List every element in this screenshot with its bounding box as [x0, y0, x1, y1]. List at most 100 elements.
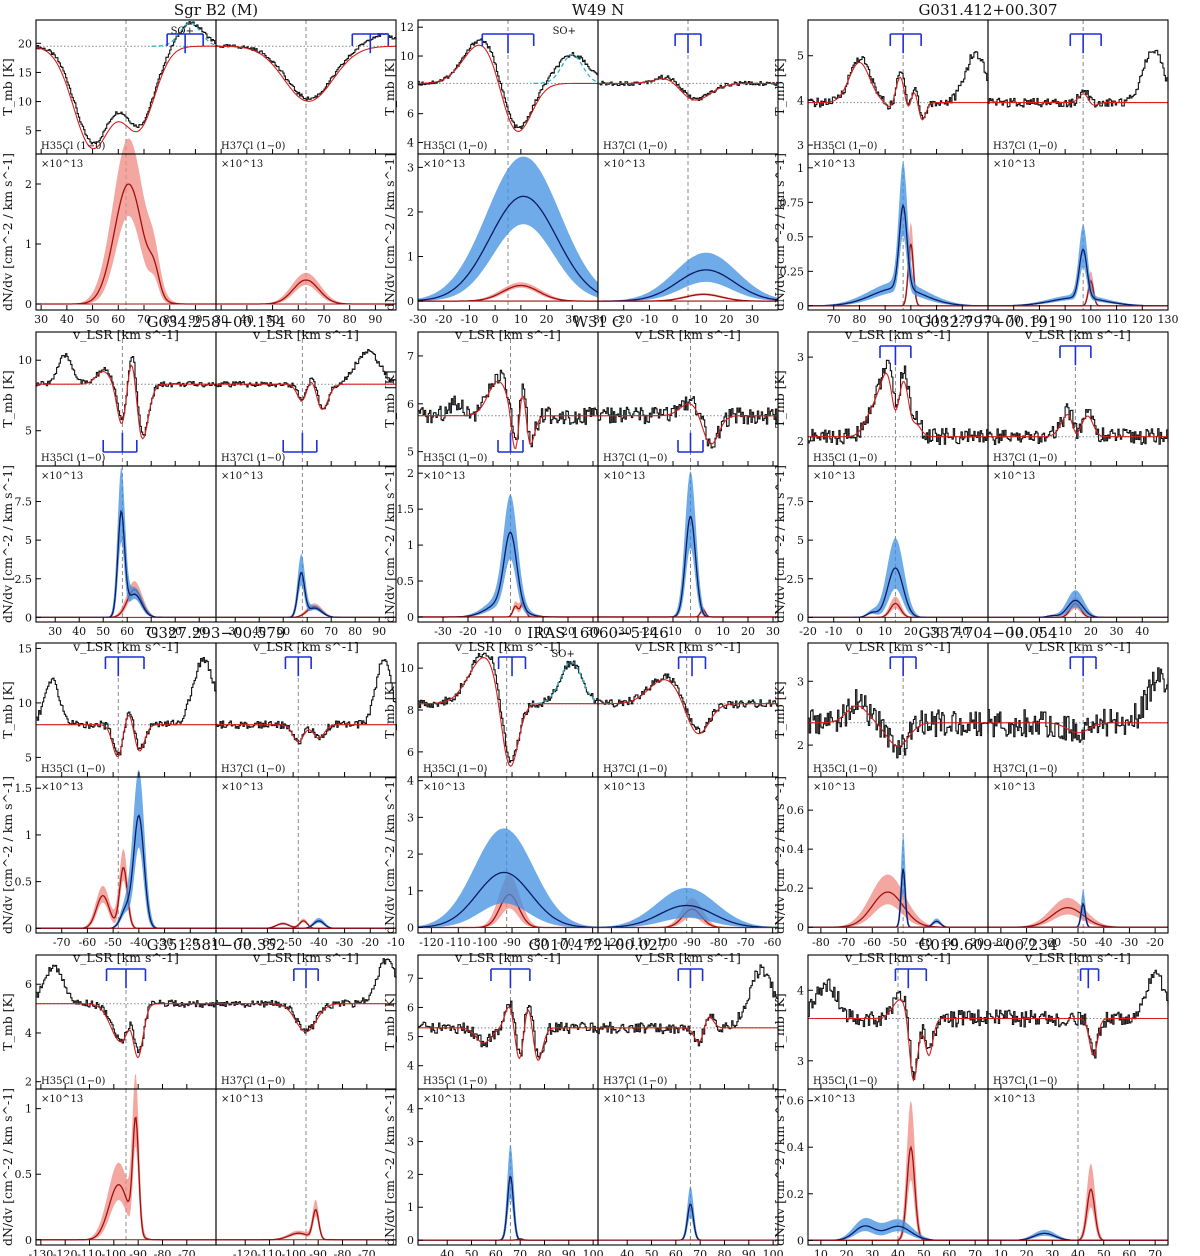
x-axis-label: v_LSR [km s^-1]: [72, 327, 179, 342]
x-tick-label: -80: [992, 936, 1010, 949]
x-axis-label: v_LSR [km s^-1]: [454, 950, 561, 965]
x-tick-label: 100: [583, 1248, 604, 1256]
y-tick-label: 0: [25, 611, 32, 624]
so-plus-model: [533, 53, 598, 85]
blue-distribution-band: [418, 828, 598, 928]
x-tick-label: 30: [228, 625, 242, 638]
x-tick-label: -10: [664, 625, 682, 638]
x-tick-label: -40: [310, 936, 328, 949]
subpanel-h37cl: H37Cl (1−0) ×10^13 -120 -110 -100 -90 -80 -70 -6…: [597, 642, 781, 965]
blue-distribution-band: [598, 887, 778, 928]
x-tick-label: 70: [1148, 1248, 1162, 1256]
blue-distribution-line: [417, 195, 599, 302]
red-distribution-line: [216, 605, 396, 619]
y-axis-label-top: T_mb [K]: [0, 58, 15, 116]
model-spectrum: [808, 61, 988, 121]
x-axis-label: v_LSR [km s^-1]: [844, 327, 951, 342]
panel-8: G337.704−00.054 H35Cl (1−0) ×10^13 -80 -70 -6…: [772, 624, 1169, 965]
y-axis-label-bottom: dN/dv [cm^-2 / km s^-1]: [772, 776, 787, 934]
x-tick-label: -30: [1121, 936, 1139, 949]
x-tick-label: 80: [1032, 313, 1046, 326]
subpanel-h37cl: H37Cl (1−0)×10^13-10 0 10 20 30 40v_LSR [km s…: [987, 331, 1169, 654]
blue-distribution-band: [216, 554, 396, 618]
spectrum-frame: [417, 954, 599, 1090]
y-tick-label: 1: [407, 539, 414, 552]
y-tick-label: 0: [407, 921, 414, 934]
x-tick-label: -50: [284, 936, 302, 949]
x-tick-label: -40: [130, 936, 148, 949]
x-tick-label: -120: [233, 1248, 258, 1256]
velocity-marker: [894, 968, 928, 989]
x-tick-label: 80: [343, 313, 357, 326]
molecule-label: H37Cl (1−0): [993, 1076, 1057, 1087]
x-tick-label: 60: [291, 313, 305, 326]
y-tick-label: 7.5: [787, 496, 805, 509]
velocity-marker: [282, 432, 318, 453]
x-tick-label: -30: [434, 625, 452, 638]
x-tick-label: 90: [1058, 313, 1072, 326]
y-tick-label: 0.25: [780, 265, 805, 278]
blue-distribution-line: [808, 203, 988, 307]
y-tick-label: 0.2: [787, 882, 805, 895]
y-tick-label: 2: [25, 178, 32, 191]
x-tick-label: 80: [852, 313, 866, 326]
velocity-marker: [104, 656, 145, 677]
scale-label: ×10^13: [221, 471, 263, 482]
x-tick-label: 90: [188, 313, 202, 326]
subpanel-h37cl: H37Cl (1−0)×10^13-70 -60 -50 -40 -30 -20 -10v_…: [215, 642, 405, 965]
y-tick-label: 5: [25, 125, 32, 138]
scale-label: ×10^13: [603, 1094, 645, 1105]
red-distribution-band: [216, 918, 396, 929]
x-tick-label: 0: [515, 625, 522, 638]
red-distribution-line: [598, 609, 778, 618]
blue-distribution-line: [417, 871, 598, 929]
x-tick-label: 90: [192, 625, 206, 638]
x-tick-label: -120: [53, 1248, 78, 1256]
molecule-label: H35Cl (1−0): [813, 141, 877, 152]
red-distribution-band: [36, 138, 216, 304]
y-tick-label: 4: [407, 1103, 414, 1116]
observed-spectrum: [808, 51, 989, 120]
red-distribution-band: [988, 897, 1168, 928]
y-tick-label: 0.2: [787, 1188, 805, 1201]
observed-spectrum: [988, 49, 1169, 108]
x-tick-label: -90: [129, 1248, 147, 1256]
so-plus-label: SO+: [551, 649, 574, 660]
observed-spectrum: [988, 667, 1169, 743]
x-tick-label: -90: [683, 936, 701, 949]
scale-label: ×10^13: [603, 471, 645, 482]
spectrum-frame: [215, 642, 397, 778]
x-tick-label: 90: [372, 625, 386, 638]
x-tick-label: 80: [537, 1248, 551, 1256]
x-tick-label: 30: [865, 1248, 879, 1256]
blue-distribution-band: [808, 162, 988, 306]
scale-label: ×10^13: [993, 782, 1035, 793]
x-tick-label: -70: [838, 936, 856, 949]
x-axis-label: v_LSR [km s^-1]: [634, 950, 741, 965]
spectrum-frame: [597, 954, 779, 1090]
molecule-label: H37Cl (1−0): [221, 764, 285, 775]
y-axis-label-bottom: dN/dv [cm^-2 / km s^-1]: [382, 1088, 397, 1246]
x-tick-label: -70: [178, 1248, 196, 1256]
y-axis-label-bottom: dN/dv [cm^-2 / km s^-1]: [0, 776, 15, 934]
y-tick-label: 0.5: [15, 1168, 33, 1181]
y-tick-label: 2: [25, 1076, 32, 1089]
y-axis-label-top: T_mb [K]: [382, 681, 397, 739]
distribution-frame: [597, 465, 779, 623]
spectrum-frame: [987, 331, 1169, 467]
x-tick-label: 10: [814, 1248, 828, 1256]
observed-spectrum: [598, 673, 779, 734]
x-tick-label: -60: [863, 936, 881, 949]
y-tick-label: 0.5: [787, 231, 805, 244]
y-axis-label-top: T_mb [K]: [382, 993, 397, 1051]
scale-label: ×10^13: [603, 159, 645, 170]
distribution-frame: [597, 1088, 779, 1246]
velocity-marker: [293, 968, 319, 989]
y-tick-label: 3: [407, 161, 414, 174]
x-tick-label: 60: [1122, 1248, 1136, 1256]
observed-spectrum: [36, 21, 217, 145]
panel-title: G019.609−00.234: [918, 936, 1057, 954]
model-spectrum: [988, 722, 1168, 734]
y-axis-label-top: T_mb [K]: [0, 681, 15, 739]
